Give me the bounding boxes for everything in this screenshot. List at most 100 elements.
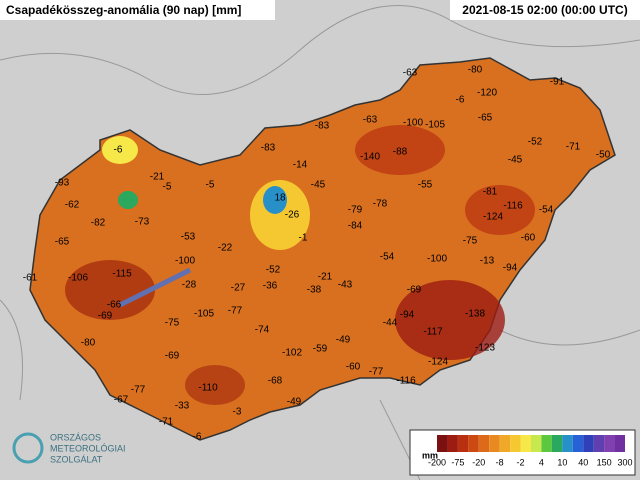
station-value: -75 [463, 236, 478, 247]
station-value: -60 [346, 362, 361, 373]
colorbar-unit: mm [422, 450, 438, 460]
station-value: -73 [135, 217, 150, 228]
station-value: -83 [261, 143, 276, 154]
station-value: -84 [348, 221, 363, 232]
station-value: -80 [81, 338, 96, 349]
station-value: -36 [263, 281, 278, 292]
anomaly-area [185, 365, 245, 405]
station-value: -71 [159, 417, 174, 428]
station-value: -116 [396, 376, 416, 387]
anomaly-area [395, 280, 505, 360]
station-value: -105 [194, 309, 214, 320]
colorbar-swatch [614, 435, 625, 452]
colorbar-swatch [531, 435, 542, 452]
colorbar-tick: -2 [517, 457, 525, 467]
colorbar-tick: 300 [617, 457, 632, 467]
station-value: -28 [182, 280, 197, 291]
colorbar-tick: -20 [472, 457, 485, 467]
station-value: -45 [311, 180, 326, 191]
timestamp-box [450, 0, 640, 20]
station-value: -60 [521, 233, 536, 244]
station-value: -74 [255, 325, 270, 336]
anomaly-area [355, 125, 445, 175]
station-value: -69 [165, 351, 180, 362]
logo-text: SZOLGÁLAT [50, 454, 103, 464]
station-value: -77 [131, 385, 146, 396]
anomaly-area [65, 260, 155, 320]
lake [118, 267, 192, 308]
station-value: -21 [150, 172, 165, 183]
station-value: -116 [503, 201, 523, 212]
station-value: -45 [508, 155, 523, 166]
colorbar-tick: 10 [557, 457, 567, 467]
colorbar-swatch [520, 435, 531, 452]
station-value: -61 [23, 273, 38, 284]
colorbar-swatch [572, 435, 584, 452]
station-value: -13 [480, 256, 495, 267]
colorbar-tick: -200 [428, 457, 446, 467]
station-value: -69 [407, 285, 422, 296]
station-value: -1 [299, 233, 308, 244]
colorbar-tick: 40 [578, 457, 588, 467]
title-box [0, 0, 275, 20]
station-value: -124 [428, 357, 448, 368]
colorbar-swatch [437, 435, 448, 452]
station-value: -53 [181, 232, 196, 243]
station-value: -77 [228, 306, 243, 317]
colorbar-tick: 4 [539, 457, 544, 467]
station-value: -138 [465, 309, 485, 320]
station-value: -78 [373, 199, 388, 210]
border [0, 4, 640, 96]
timestamp: 2021-08-15 02:00 (00:00 UTC) [462, 3, 627, 17]
station-value: -102 [282, 348, 302, 359]
station-value: -52 [266, 265, 281, 276]
station-value: -106 [68, 273, 88, 284]
station-value: -6 [456, 95, 465, 106]
colorbar-swatch [562, 435, 573, 452]
station-value: -27 [231, 283, 246, 294]
logo-text: ORSZÁGOS [50, 432, 101, 442]
station-value: -105 [425, 120, 445, 131]
station-value: -79 [348, 205, 363, 216]
station-value: -3 [233, 407, 242, 418]
station-value: -75 [165, 318, 180, 329]
colorbar-tick: 150 [597, 457, 612, 467]
station-value: -67 [114, 395, 129, 406]
station-value: -63 [403, 68, 418, 79]
station-value: -44 [383, 318, 398, 329]
station-value: -6 [114, 145, 123, 156]
colorbar-swatch [541, 435, 552, 452]
colorbar-swatch [510, 435, 521, 452]
station-value: -94 [503, 263, 518, 274]
station-value: -80 [468, 65, 483, 76]
station-value: -59 [313, 344, 328, 355]
station-value: -50 [596, 150, 611, 161]
station-value: -93 [55, 178, 70, 189]
station-value: -21 [318, 272, 333, 283]
station-value: -100 [427, 254, 447, 265]
colorbar-swatch [457, 435, 469, 452]
station-value: -94 [400, 310, 415, 321]
station-value: -54 [380, 252, 395, 263]
station-value: -81 [483, 187, 498, 198]
station-value: -68 [268, 376, 283, 387]
station-value: -77 [369, 367, 384, 378]
colorbar-swatch [593, 435, 605, 452]
station-value: -100 [403, 118, 423, 129]
station-value: 18 [274, 193, 286, 204]
station-value: -52 [528, 137, 543, 148]
station-value: -117 [423, 327, 443, 338]
colorbar-swatch [489, 435, 500, 452]
colorbar-swatch [447, 435, 458, 452]
anomaly-area [465, 185, 535, 235]
station-value: -49 [336, 335, 351, 346]
station-value: -63 [363, 115, 378, 126]
station-value: -5 [206, 180, 215, 191]
colorbar-tick: -75 [451, 457, 464, 467]
anomaly-area [118, 191, 138, 209]
anomaly-area [102, 136, 138, 164]
station-value: -22 [218, 243, 233, 254]
station-value: -43 [338, 280, 353, 291]
station-value: -33 [175, 401, 190, 412]
